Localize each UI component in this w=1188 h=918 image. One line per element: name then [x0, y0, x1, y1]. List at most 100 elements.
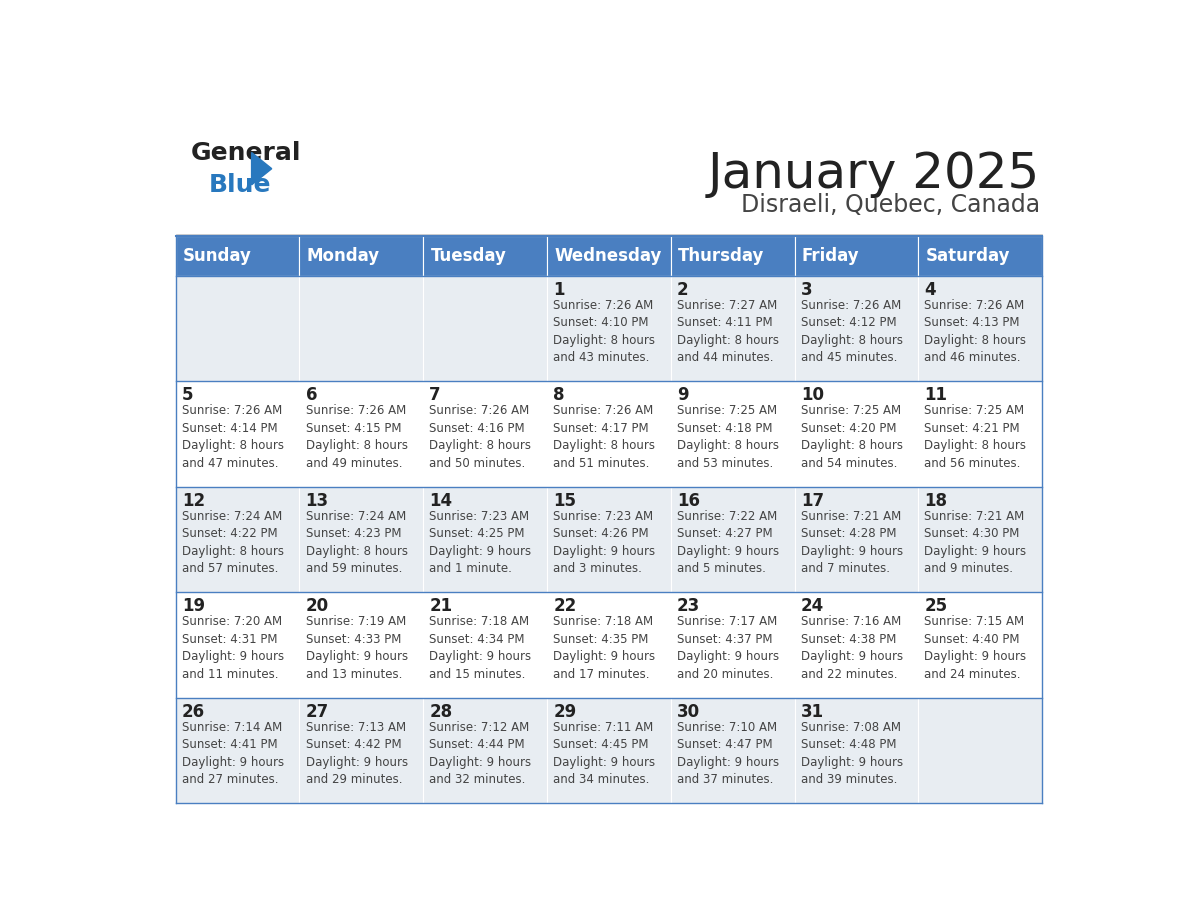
Text: Sunrise: 7:14 AM
Sunset: 4:41 PM
Daylight: 9 hours
and 27 minutes.: Sunrise: 7:14 AM Sunset: 4:41 PM Dayligh…	[182, 721, 284, 787]
Bar	[176, 275, 299, 381]
Text: Sunrise: 7:21 AM
Sunset: 4:30 PM
Daylight: 9 hours
and 9 minutes.: Sunrise: 7:21 AM Sunset: 4:30 PM Dayligh…	[924, 509, 1026, 576]
Text: 28: 28	[429, 703, 453, 721]
Text: 5: 5	[182, 386, 194, 405]
Text: 8: 8	[554, 386, 564, 405]
Bar	[546, 592, 671, 698]
Text: 4: 4	[924, 281, 936, 299]
Text: Sunrise: 7:25 AM
Sunset: 4:21 PM
Daylight: 8 hours
and 56 minutes.: Sunrise: 7:25 AM Sunset: 4:21 PM Dayligh…	[924, 405, 1026, 470]
Bar	[671, 698, 795, 803]
Text: 29: 29	[554, 703, 576, 721]
Text: Blue: Blue	[209, 173, 271, 196]
Text: Sunrise: 7:11 AM
Sunset: 4:45 PM
Daylight: 9 hours
and 34 minutes.: Sunrise: 7:11 AM Sunset: 4:45 PM Dayligh…	[554, 721, 656, 787]
Text: January 2025: January 2025	[708, 151, 1040, 198]
Text: Sunrise: 7:25 AM
Sunset: 4:18 PM
Daylight: 8 hours
and 53 minutes.: Sunrise: 7:25 AM Sunset: 4:18 PM Dayligh…	[677, 405, 779, 470]
Text: Sunrise: 7:26 AM
Sunset: 4:15 PM
Daylight: 8 hours
and 49 minutes.: Sunrise: 7:26 AM Sunset: 4:15 PM Dayligh…	[305, 405, 407, 470]
Text: Sunrise: 7:15 AM
Sunset: 4:40 PM
Daylight: 9 hours
and 24 minutes.: Sunrise: 7:15 AM Sunset: 4:40 PM Dayligh…	[924, 615, 1026, 681]
Text: 3: 3	[801, 281, 813, 299]
Bar	[671, 487, 795, 592]
Bar	[795, 236, 918, 275]
Text: Saturday: Saturday	[925, 247, 1010, 264]
Polygon shape	[252, 152, 272, 185]
Text: Sunrise: 7:21 AM
Sunset: 4:28 PM
Daylight: 9 hours
and 7 minutes.: Sunrise: 7:21 AM Sunset: 4:28 PM Dayligh…	[801, 509, 903, 576]
Bar	[671, 592, 795, 698]
Text: Sunrise: 7:17 AM
Sunset: 4:37 PM
Daylight: 9 hours
and 20 minutes.: Sunrise: 7:17 AM Sunset: 4:37 PM Dayligh…	[677, 615, 779, 681]
Text: 14: 14	[429, 492, 453, 510]
Text: Wednesday: Wednesday	[555, 247, 662, 264]
Text: Tuesday: Tuesday	[430, 247, 506, 264]
Bar	[918, 698, 1042, 803]
Text: Sunrise: 7:19 AM
Sunset: 4:33 PM
Daylight: 9 hours
and 13 minutes.: Sunrise: 7:19 AM Sunset: 4:33 PM Dayligh…	[305, 615, 407, 681]
Text: 26: 26	[182, 703, 206, 721]
Text: Monday: Monday	[307, 247, 380, 264]
Bar	[918, 592, 1042, 698]
Text: Disraeli, Quebec, Canada: Disraeli, Quebec, Canada	[740, 194, 1040, 218]
Bar	[546, 381, 671, 487]
Text: 2: 2	[677, 281, 689, 299]
Text: Sunrise: 7:23 AM
Sunset: 4:26 PM
Daylight: 9 hours
and 3 minutes.: Sunrise: 7:23 AM Sunset: 4:26 PM Dayligh…	[554, 509, 656, 576]
Bar	[671, 381, 795, 487]
Bar	[176, 592, 299, 698]
Bar	[423, 275, 546, 381]
Text: General: General	[191, 140, 302, 164]
Text: 10: 10	[801, 386, 823, 405]
Text: Sunrise: 7:18 AM
Sunset: 4:34 PM
Daylight: 9 hours
and 15 minutes.: Sunrise: 7:18 AM Sunset: 4:34 PM Dayligh…	[429, 615, 531, 681]
Bar	[299, 592, 423, 698]
Bar	[795, 381, 918, 487]
Text: 6: 6	[305, 386, 317, 405]
Text: Sunrise: 7:26 AM
Sunset: 4:14 PM
Daylight: 8 hours
and 47 minutes.: Sunrise: 7:26 AM Sunset: 4:14 PM Dayligh…	[182, 405, 284, 470]
Bar	[918, 275, 1042, 381]
Bar	[299, 381, 423, 487]
Bar	[671, 275, 795, 381]
Bar	[423, 381, 546, 487]
Text: Sunrise: 7:26 AM
Sunset: 4:16 PM
Daylight: 8 hours
and 50 minutes.: Sunrise: 7:26 AM Sunset: 4:16 PM Dayligh…	[429, 405, 531, 470]
Text: 9: 9	[677, 386, 689, 405]
Text: 23: 23	[677, 598, 700, 615]
Bar	[795, 698, 918, 803]
Bar	[546, 275, 671, 381]
Text: Thursday: Thursday	[678, 247, 765, 264]
Text: Sunrise: 7:22 AM
Sunset: 4:27 PM
Daylight: 9 hours
and 5 minutes.: Sunrise: 7:22 AM Sunset: 4:27 PM Dayligh…	[677, 509, 779, 576]
Bar	[546, 236, 671, 275]
Text: Sunrise: 7:23 AM
Sunset: 4:25 PM
Daylight: 9 hours
and 1 minute.: Sunrise: 7:23 AM Sunset: 4:25 PM Dayligh…	[429, 509, 531, 576]
Bar	[423, 487, 546, 592]
Bar	[671, 236, 795, 275]
Bar	[918, 236, 1042, 275]
Text: Friday: Friday	[802, 247, 860, 264]
Text: Sunrise: 7:18 AM
Sunset: 4:35 PM
Daylight: 9 hours
and 17 minutes.: Sunrise: 7:18 AM Sunset: 4:35 PM Dayligh…	[554, 615, 656, 681]
Text: Sunrise: 7:10 AM
Sunset: 4:47 PM
Daylight: 9 hours
and 37 minutes.: Sunrise: 7:10 AM Sunset: 4:47 PM Dayligh…	[677, 721, 779, 787]
Text: 11: 11	[924, 386, 948, 405]
Text: 15: 15	[554, 492, 576, 510]
Bar	[918, 487, 1042, 592]
Bar	[546, 698, 671, 803]
Bar	[299, 698, 423, 803]
Bar	[299, 275, 423, 381]
Text: 13: 13	[305, 492, 329, 510]
Bar	[176, 487, 299, 592]
Text: 27: 27	[305, 703, 329, 721]
Text: 21: 21	[429, 598, 453, 615]
Bar	[176, 236, 299, 275]
Text: 22: 22	[554, 598, 576, 615]
Bar	[176, 381, 299, 487]
Text: Sunrise: 7:24 AM
Sunset: 4:22 PM
Daylight: 8 hours
and 57 minutes.: Sunrise: 7:24 AM Sunset: 4:22 PM Dayligh…	[182, 509, 284, 576]
Bar	[176, 698, 299, 803]
Text: 24: 24	[801, 598, 824, 615]
Text: 25: 25	[924, 598, 948, 615]
Text: 16: 16	[677, 492, 700, 510]
Text: 17: 17	[801, 492, 823, 510]
Text: Sunrise: 7:25 AM
Sunset: 4:20 PM
Daylight: 8 hours
and 54 minutes.: Sunrise: 7:25 AM Sunset: 4:20 PM Dayligh…	[801, 405, 903, 470]
Bar	[795, 275, 918, 381]
Text: 20: 20	[305, 598, 329, 615]
Text: 31: 31	[801, 703, 823, 721]
Text: Sunrise: 7:16 AM
Sunset: 4:38 PM
Daylight: 9 hours
and 22 minutes.: Sunrise: 7:16 AM Sunset: 4:38 PM Dayligh…	[801, 615, 903, 681]
Bar	[795, 487, 918, 592]
Text: Sunday: Sunday	[183, 247, 252, 264]
Bar	[546, 487, 671, 592]
Bar	[918, 381, 1042, 487]
Text: Sunrise: 7:26 AM
Sunset: 4:13 PM
Daylight: 8 hours
and 46 minutes.: Sunrise: 7:26 AM Sunset: 4:13 PM Dayligh…	[924, 299, 1026, 364]
Text: Sunrise: 7:13 AM
Sunset: 4:42 PM
Daylight: 9 hours
and 29 minutes.: Sunrise: 7:13 AM Sunset: 4:42 PM Dayligh…	[305, 721, 407, 787]
Text: 7: 7	[429, 386, 441, 405]
Text: 12: 12	[182, 492, 206, 510]
Bar	[423, 236, 546, 275]
Text: Sunrise: 7:12 AM
Sunset: 4:44 PM
Daylight: 9 hours
and 32 minutes.: Sunrise: 7:12 AM Sunset: 4:44 PM Dayligh…	[429, 721, 531, 787]
